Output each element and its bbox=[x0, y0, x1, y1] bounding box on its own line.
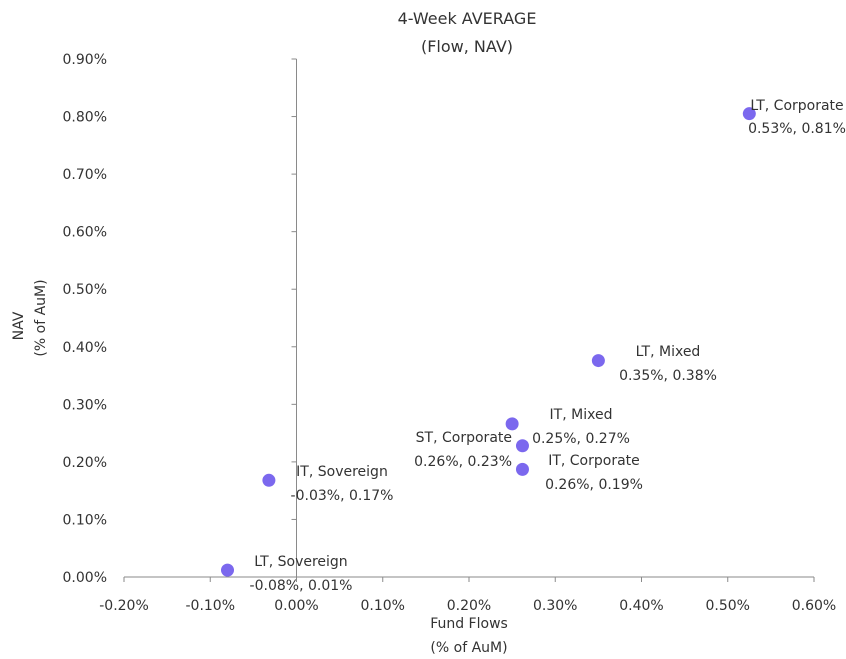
point-name-label: LT, Corporate bbox=[750, 98, 843, 114]
scatter-point-it-corporate bbox=[515, 462, 529, 476]
chart-subtitle: (Flow, NAV) bbox=[421, 37, 513, 56]
point-name-label: IT, Sovereign bbox=[296, 464, 388, 480]
x-tick-label: 0.40% bbox=[619, 598, 663, 614]
x-tick-label: -0.10% bbox=[185, 598, 235, 614]
point-value-label: 0.26%, 0.23% bbox=[414, 454, 512, 470]
x-axis-label: Fund Flows bbox=[430, 616, 508, 632]
y-tick-label: 0.70% bbox=[63, 167, 107, 183]
scatter-point-lt-sovereign bbox=[221, 563, 234, 577]
y-axis-label-group: NAV (% of AuM) bbox=[11, 279, 49, 356]
y-tick-label: 0.20% bbox=[63, 455, 107, 471]
y-tick-label: 0.80% bbox=[63, 110, 107, 126]
x-axis-label-group: Fund Flows (% of AuM) bbox=[430, 616, 508, 656]
point-value-label: -0.03%, 0.17% bbox=[291, 488, 394, 504]
x-tick-label: 0.60% bbox=[792, 598, 836, 614]
point-name-label: IT, Corporate bbox=[548, 453, 640, 469]
scatter-point-it-sovereign bbox=[262, 473, 276, 487]
chart-title-group: 4-Week AVERAGE (Flow, NAV) bbox=[398, 9, 537, 56]
point-name-label: LT, Mixed bbox=[636, 344, 701, 360]
y-tick-label: 0.50% bbox=[63, 282, 107, 298]
y-tick-label: 0.30% bbox=[63, 397, 107, 413]
point-value-label: 0.25%, 0.27% bbox=[532, 431, 630, 447]
point-value-label: 0.26%, 0.19% bbox=[545, 477, 643, 493]
y-tick-label: 0.60% bbox=[63, 225, 107, 241]
x-tick-label: 0.00% bbox=[274, 598, 318, 614]
x-axis-unit-label: (% of AuM) bbox=[430, 640, 507, 656]
point-value-label: 0.35%, 0.38% bbox=[619, 368, 717, 384]
scatter-point-it-mixed bbox=[505, 417, 519, 431]
point-name-label: LT, Sovereign bbox=[254, 554, 347, 570]
ticks-group: -0.20% -0.10% 0.00% 0.10% 0.20% 0.30% 0.40% 0.5… bbox=[63, 52, 837, 614]
point-labels-group: LT, Corporate 0.53%, 0.81% LT, Mixed 0.35%,… bbox=[250, 98, 846, 594]
scatter-point-lt-mixed bbox=[591, 354, 605, 368]
scatter-point-st-corporate bbox=[515, 439, 529, 453]
y-axis-unit-label: (% of AuM) bbox=[33, 279, 49, 356]
x-tick-label: -0.20% bbox=[99, 598, 149, 614]
y-axis-label: NAV bbox=[11, 311, 27, 340]
point-name-label: ST, Corporate bbox=[416, 430, 512, 446]
scatter-point-lt-corporate bbox=[742, 107, 756, 121]
x-tick-label: 0.30% bbox=[533, 598, 577, 614]
y-tick-label: 0.90% bbox=[63, 52, 107, 68]
point-value-label: -0.08%, 0.01% bbox=[250, 578, 353, 594]
x-tick-label: 0.10% bbox=[361, 598, 405, 614]
y-tick-label: 0.00% bbox=[63, 570, 107, 586]
axes-group bbox=[124, 59, 814, 578]
point-name-label: IT, Mixed bbox=[550, 407, 613, 423]
x-tick-label: 0.50% bbox=[706, 598, 750, 614]
y-tick-label: 0.10% bbox=[63, 512, 107, 528]
x-tick-label: 0.20% bbox=[447, 598, 491, 614]
point-value-label: 0.53%, 0.81% bbox=[748, 121, 846, 137]
y-tick-label: 0.40% bbox=[63, 340, 107, 356]
points-group bbox=[221, 107, 756, 577]
chart-title: 4-Week AVERAGE bbox=[398, 9, 537, 28]
